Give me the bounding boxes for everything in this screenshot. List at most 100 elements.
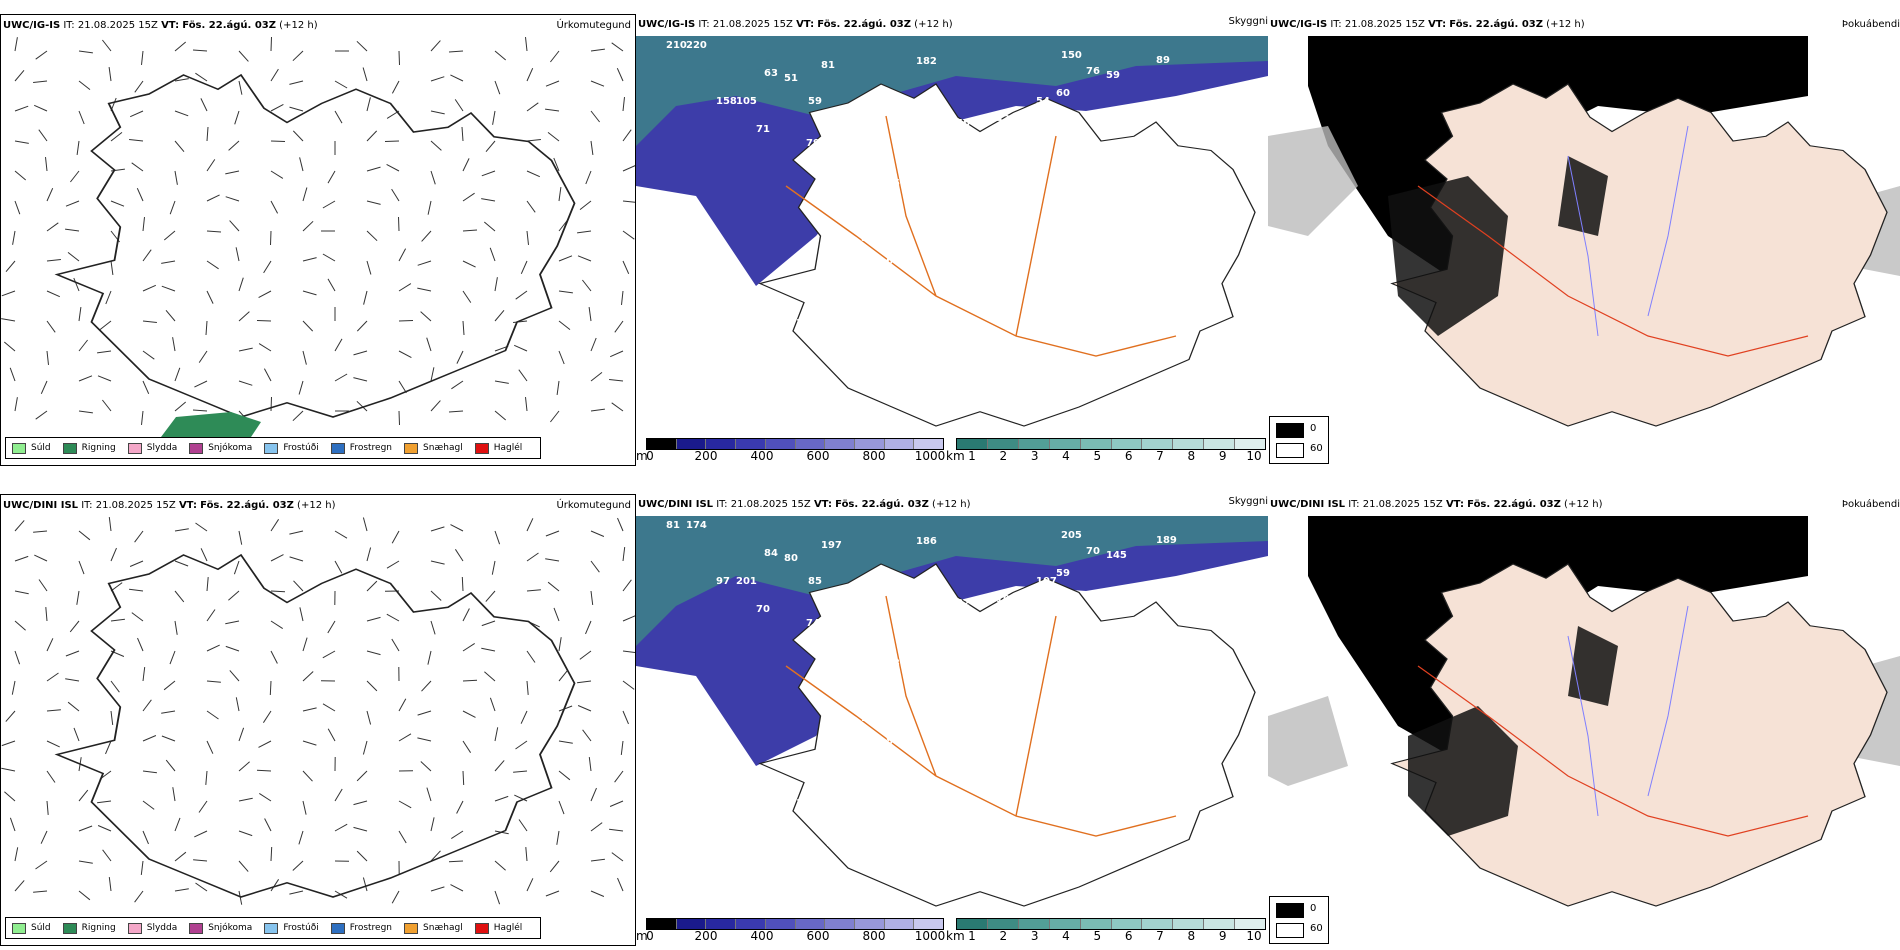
colorbar-tick-label: 3 xyxy=(1030,449,1039,463)
ceiling-value-label: 201 xyxy=(736,576,757,587)
precip-legend-item: Snæhagl xyxy=(404,922,463,934)
wind-barb xyxy=(590,140,594,155)
ceiling-labels: 210 220 81 182 150 89 63 51 59 76 59 60 54 158 105 59 56… xyxy=(666,40,1170,369)
wind-barb xyxy=(577,230,592,234)
wind-barb xyxy=(588,307,592,322)
wind-barb xyxy=(585,620,592,635)
precip-legend-item: Haglél xyxy=(474,442,522,454)
precip-legend-label: Rigning xyxy=(81,443,116,453)
wind-barb xyxy=(270,650,278,664)
panel-title: Úrkomutegund xyxy=(556,500,631,511)
colorbar-strip xyxy=(956,918,1266,930)
wind-barb xyxy=(270,37,272,52)
wind-barb xyxy=(206,159,216,172)
wind-barb xyxy=(558,255,573,262)
wind-barb xyxy=(298,830,304,845)
colorbar-tick-label: 9 xyxy=(1218,929,1227,943)
wind-barb xyxy=(293,580,304,592)
wind-barb xyxy=(263,368,272,382)
wind-barb xyxy=(430,400,441,412)
wind-barb xyxy=(430,886,445,892)
iceland-outline xyxy=(759,563,1256,907)
wind-barb xyxy=(229,670,240,682)
wind-barb xyxy=(520,260,528,275)
fog-legend-label: 0 xyxy=(1310,423,1317,434)
wind-barb xyxy=(550,410,560,423)
ceiling-map: 210 220 81 182 150 89 63 51 59 76 59 60 54 158 105 59 56… xyxy=(636,36,1268,427)
wind-barb xyxy=(174,528,189,532)
ceiling-value-label: 35 xyxy=(796,318,810,329)
model-name: UWC/DINI ISL xyxy=(3,500,79,511)
wind-barb xyxy=(165,309,176,322)
wind-barb xyxy=(430,40,441,52)
ceiling-value-label: 82 xyxy=(956,648,970,659)
wind-barb xyxy=(238,860,249,872)
colorbar-tick-label: 4 xyxy=(1062,929,1070,943)
precip-map xyxy=(1,517,635,905)
colorbar-tick-label: 7 xyxy=(1156,929,1164,943)
ceiling-value-label: 210 xyxy=(666,40,687,51)
wind-barb xyxy=(366,166,381,172)
ceiling-value-label: 59 xyxy=(836,268,850,279)
wind-barb xyxy=(518,369,528,382)
wind-barb xyxy=(362,67,368,82)
wind-barb xyxy=(448,50,464,53)
wind-barb xyxy=(398,320,414,322)
wind-barb xyxy=(456,350,464,364)
colorbar-tick-label: 6 xyxy=(1124,449,1133,463)
wind-barb xyxy=(105,290,112,305)
precip-legend-item: Súld xyxy=(12,922,51,934)
wind-barb xyxy=(363,290,368,305)
wind-barb xyxy=(46,800,49,815)
wind-barb xyxy=(417,737,432,742)
wind-barb xyxy=(78,307,82,322)
wind-barb xyxy=(462,229,478,232)
wind-barb xyxy=(549,860,560,873)
wind-barb xyxy=(1,318,16,322)
ceiling-value-label: 80 xyxy=(784,553,798,564)
ceiling-value-label: 73 xyxy=(886,658,900,669)
wind-barb xyxy=(142,735,157,742)
panel-header: UWC/IG-IS IT: 21.08.2025 15Z VT: Fös. 22… xyxy=(3,20,318,31)
wind-barb xyxy=(102,849,112,862)
panel-title: Þokuábendi xyxy=(1841,499,1900,510)
wind-barb xyxy=(386,560,400,569)
wind-barb xyxy=(129,139,144,142)
colorbar-tick-label: 600 xyxy=(806,449,830,463)
wind-barb xyxy=(614,770,624,783)
wind-barb xyxy=(622,230,635,240)
wind-barb xyxy=(134,890,144,903)
wind-barb xyxy=(462,260,476,268)
ceiling-value-label: 74 xyxy=(836,158,850,169)
wind-barb xyxy=(525,397,528,412)
wind-barb xyxy=(558,669,569,682)
wind-barb xyxy=(259,792,272,802)
ceiling-value-label: 51 xyxy=(784,73,798,84)
wind-barb xyxy=(398,350,412,359)
wind-barb xyxy=(302,637,308,652)
wind-barb xyxy=(14,170,27,181)
colorbar-unit: km xyxy=(946,449,965,463)
wind-barb xyxy=(513,344,528,352)
fog-panel-top: UWC/IG-IS IT: 21.08.2025 15Z VT: Fös. 22… xyxy=(1268,14,1900,466)
wind-barb xyxy=(430,850,441,862)
panel-title: Þokuábendi xyxy=(1841,19,1900,30)
wind-barb xyxy=(46,222,59,232)
wind-barb xyxy=(417,710,432,716)
wind-barb xyxy=(577,255,592,262)
wind-barb xyxy=(174,401,187,412)
wind-barb xyxy=(577,680,592,684)
wind-barb xyxy=(590,890,605,897)
wind-barb xyxy=(461,576,464,592)
ceiling-value-label: 43 xyxy=(996,114,1010,125)
precip-legend: Súld Rigning Slydda Snjókoma Frostúði Frostre… xyxy=(5,437,542,459)
wind-barb xyxy=(430,170,436,185)
ceiling-value-label: 70 xyxy=(756,604,770,615)
wind-barb xyxy=(65,228,80,232)
colorbar-tick-label: 0 xyxy=(646,449,654,463)
wind-barb xyxy=(200,548,208,562)
wind-barb xyxy=(421,230,432,242)
ceiling-value-label: 189 xyxy=(1156,535,1177,546)
colorbar-tick-label: 400 xyxy=(750,929,774,943)
wind-barb xyxy=(289,530,304,535)
